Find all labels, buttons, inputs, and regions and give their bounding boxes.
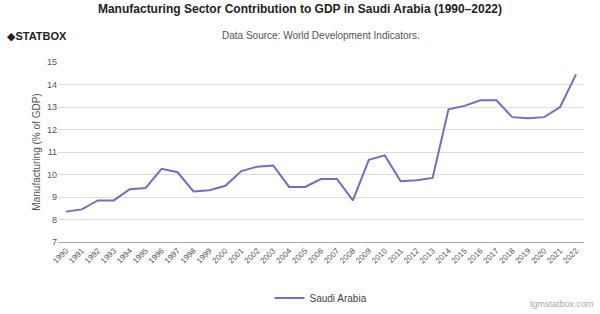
svg-text:2011: 2011	[386, 246, 405, 265]
svg-text:2004: 2004	[274, 246, 293, 265]
svg-text:1992: 1992	[83, 246, 102, 265]
svg-text:2021: 2021	[545, 246, 564, 265]
svg-text:8: 8	[52, 215, 57, 225]
svg-text:12: 12	[47, 125, 57, 135]
svg-text:2000: 2000	[211, 246, 230, 265]
svg-text:2015: 2015	[450, 246, 469, 265]
svg-text:2012: 2012	[402, 246, 421, 265]
svg-text:1996: 1996	[147, 246, 166, 265]
svg-text:2022: 2022	[561, 246, 580, 265]
svg-text:1991: 1991	[67, 246, 86, 265]
svg-text:2002: 2002	[243, 246, 262, 265]
svg-text:1998: 1998	[179, 246, 198, 265]
svg-text:2019: 2019	[514, 246, 533, 265]
svg-text:2020: 2020	[529, 246, 548, 265]
svg-text:2003: 2003	[258, 246, 277, 265]
svg-text:15: 15	[47, 57, 57, 67]
svg-text:tgmstatbox.com: tgmstatbox.com	[530, 299, 594, 309]
svg-text:2014: 2014	[434, 246, 453, 265]
svg-text:7: 7	[52, 237, 57, 247]
svg-text:2007: 2007	[322, 246, 341, 265]
svg-text:1995: 1995	[131, 246, 150, 265]
svg-text:◆STATBOX: ◆STATBOX	[7, 30, 67, 42]
svg-text:Data Source: World Development: Data Source: World Development Indicator…	[222, 30, 420, 41]
svg-text:1997: 1997	[163, 246, 182, 265]
svg-text:Saudi Arabia: Saudi Arabia	[310, 293, 367, 304]
svg-text:2006: 2006	[306, 246, 325, 265]
svg-text:14: 14	[47, 80, 57, 90]
svg-text:2001: 2001	[227, 246, 246, 265]
svg-text:2018: 2018	[498, 246, 517, 265]
svg-text:2005: 2005	[290, 246, 309, 265]
svg-text:2009: 2009	[354, 246, 373, 265]
svg-text:2010: 2010	[370, 246, 389, 265]
svg-text:1994: 1994	[115, 246, 134, 265]
svg-text:2016: 2016	[466, 246, 485, 265]
svg-text:1999: 1999	[195, 246, 214, 265]
svg-text:2008: 2008	[338, 246, 357, 265]
svg-text:1993: 1993	[99, 246, 118, 265]
svg-text:10: 10	[47, 170, 57, 180]
svg-text:2017: 2017	[482, 246, 501, 265]
svg-text:9: 9	[52, 192, 57, 202]
svg-text:Manufacturing (% of GDP): Manufacturing (% of GDP)	[31, 93, 42, 210]
svg-text:Manufacturing Sector Contribut: Manufacturing Sector Contribution to GDP…	[98, 2, 502, 16]
svg-text:2013: 2013	[418, 246, 437, 265]
svg-text:11: 11	[48, 147, 57, 157]
svg-text:13: 13	[47, 102, 57, 112]
svg-text:1990: 1990	[51, 246, 70, 265]
